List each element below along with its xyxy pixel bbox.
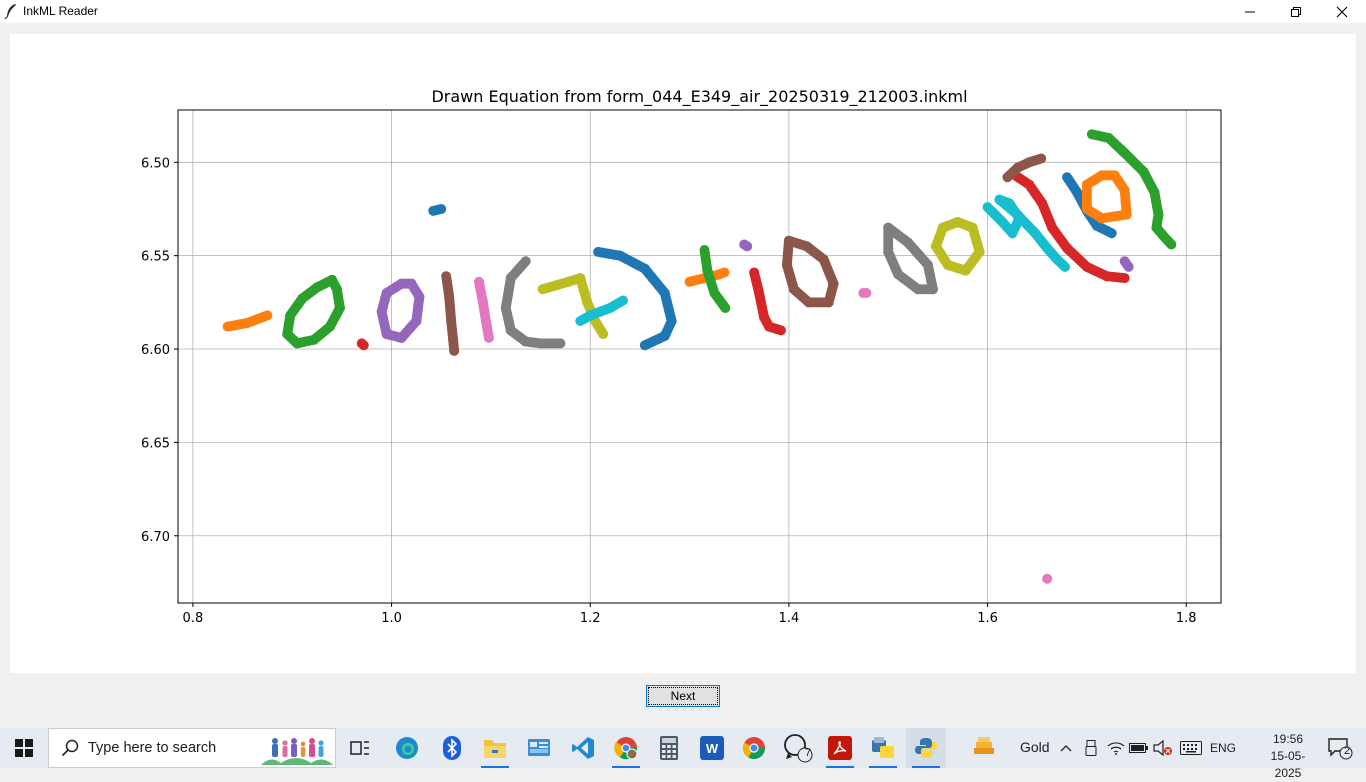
y-tick-label: 6.60 [141,343,170,358]
notification-button[interactable]: 2 [1320,728,1360,768]
volume-muted-icon[interactable] [1151,728,1175,768]
search-icon [61,739,79,757]
whatsapp-badge: 7 [805,747,812,759]
x-tick-label: 1.6 [977,611,998,626]
keyboard-icon[interactable] [1178,728,1204,768]
stroke-point-20 [1119,273,1130,284]
title-bar: InkML Reader [0,0,1366,23]
stroke-point-13 [742,241,753,252]
stroke-point-6 [483,332,494,343]
window-title: InkML Reader [23,4,98,18]
python-idle-icon[interactable] [863,728,903,768]
close-icon [1336,6,1348,17]
restore-icon [1291,6,1301,17]
stroke-point-8 [598,329,609,340]
stroke-point-25 [1123,261,1134,272]
language-indicator[interactable]: ENG [1209,741,1236,755]
stroke-point-3 [396,278,407,289]
taskbar: Type here to search W [0,728,1366,780]
acrobat-icon[interactable] [820,728,860,768]
stroke-point-23 [1096,170,1107,181]
notification-icon [1328,738,1353,760]
y-tick-label: 6.50 [141,156,170,171]
windows-icon [15,739,33,757]
plot-frame [177,109,1222,604]
clock-time: 19:56 [1272,732,1304,746]
stroke-point-14 [775,325,786,336]
close-button[interactable] [1319,0,1365,23]
chrome-profile-icon[interactable] [606,728,646,768]
stroke-point-0 [262,310,273,321]
task-view-icon[interactable] [340,728,380,768]
stroke-point-22 [1106,228,1117,239]
stroke-point-16 [861,288,872,299]
stroke-point-5 [449,345,460,356]
stroke-point-2 [358,340,369,351]
stroke-point-10 [639,340,650,351]
clock[interactable]: 19:56 15-05-2025 [1258,731,1318,782]
gold-widget[interactable]: Gold [972,736,1050,758]
bluetooth-icon[interactable] [432,728,472,768]
equation-plot: 0.8 1.0 1.2 1.4 1.6 1.8 6.50 6.55 6.60 6.65 6.70 Dr… [141,87,1222,626]
minimize-button[interactable] [1227,0,1273,23]
active-indicator [912,766,940,768]
whatsapp-icon[interactable]: 7 [778,728,818,768]
stroke-point-26 [1042,573,1053,584]
stroke-point-18 [937,222,948,233]
stroke-point-15 [783,235,794,246]
y-tick-label: 6.65 [141,436,170,451]
vscode-icon[interactable] [563,728,603,768]
active-indicator [869,766,897,768]
control-panel-icon[interactable] [519,728,559,768]
x-tick-label: 1.2 [580,611,601,626]
gold-label: Gold [1020,739,1050,755]
edge-icon[interactable] [387,728,427,768]
clock-date: 15-05-2025 [1270,749,1306,780]
next-button[interactable]: Next [646,685,720,707]
active-indicator [612,766,640,768]
stroke-point-17 [883,222,894,233]
x-tick-label: 1.0 [381,611,402,626]
calculator-icon[interactable] [649,728,689,768]
y-tick-label: 6.55 [141,250,170,265]
wifi-icon[interactable] [1105,728,1127,768]
file-explorer-icon[interactable] [475,728,515,768]
word-icon[interactable]: W [692,728,732,768]
stroke-point-9 [618,295,629,306]
stroke-point-4 [436,203,447,214]
y-tick-label: 6.70 [141,530,170,545]
notification-count: 2 [1344,745,1351,757]
minimize-icon [1245,11,1255,12]
search-placeholder: Type here to search [88,740,217,756]
x-tick-label: 1.4 [779,611,800,626]
active-indicator [481,766,509,768]
stroke-point-11 [719,267,730,278]
active-indicator [826,766,854,768]
start-button[interactable] [0,728,48,768]
stroke-point-24 [1166,239,1177,250]
chart-title: Drawn Equation from form_044_E349_air_20… [431,87,967,107]
feather-icon [4,4,16,19]
maximize-button[interactable] [1273,0,1319,23]
stroke-point-21 [1036,153,1047,164]
search-box[interactable]: Type here to search [48,728,336,768]
gold-icon [974,737,994,754]
x-tick-label: 1.8 [1176,611,1197,626]
plot-canvas: 0.8 1.0 1.2 1.4 1.6 1.8 6.50 6.55 6.60 6.65 6.70 Dr… [10,34,1356,673]
x-tick-label: 0.8 [183,611,204,626]
stroke-point-1 [326,274,337,285]
search-highlight-art [261,738,333,765]
chrome-icon[interactable] [734,728,774,768]
python-icon[interactable] [906,728,946,768]
chevron-up-icon[interactable] [1055,728,1077,768]
usb-icon[interactable] [1080,728,1102,768]
battery-icon[interactable] [1128,728,1150,768]
stroke-point-12 [720,302,731,313]
stroke-point-7 [555,338,566,349]
stroke-point-19 [1060,261,1071,272]
